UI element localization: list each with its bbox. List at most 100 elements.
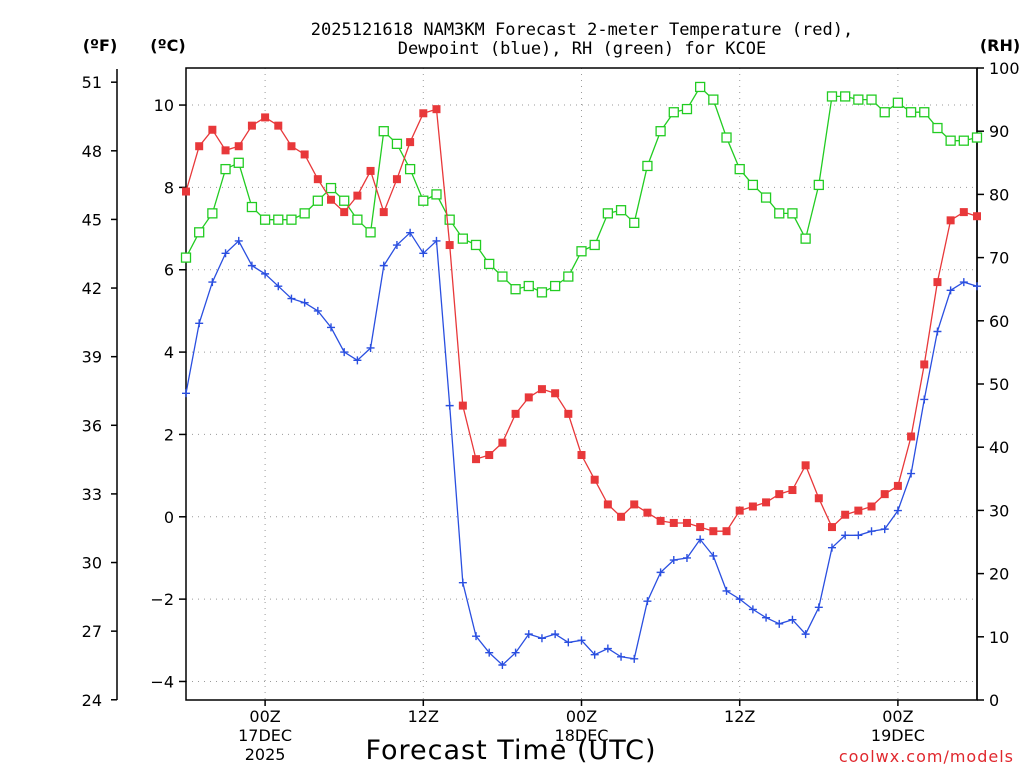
rh-point — [549, 280, 561, 292]
fahrenheit-tick-label: 39 — [82, 348, 102, 367]
temperature-point — [827, 523, 836, 532]
temperature-point — [432, 105, 441, 114]
rh-point — [220, 163, 231, 175]
time-tick-year: 2025 — [245, 745, 286, 764]
temperature-point — [458, 401, 467, 410]
temperature-point — [669, 518, 678, 527]
temperature-point — [406, 138, 415, 147]
dewpoint-point — [801, 630, 810, 639]
rh-point — [180, 252, 192, 263]
temperature-point — [313, 175, 322, 184]
temperature-point — [656, 516, 665, 525]
temperature-point — [801, 461, 810, 470]
rh-point — [695, 81, 706, 93]
rh-point — [312, 195, 323, 206]
rh-tick-label: 0 — [989, 691, 999, 710]
fahrenheit-unit-label: (ºF) — [83, 36, 118, 55]
temperature-point — [603, 500, 612, 509]
temperature-point — [511, 409, 520, 418]
dewpoint-point — [366, 343, 375, 352]
rh-line — [185, 85, 978, 294]
temperature-point — [300, 150, 309, 159]
rh-point — [431, 189, 442, 200]
dewpoint-point — [946, 286, 955, 295]
dewpoint-point — [564, 638, 573, 647]
rh-tick-label: 10 — [989, 628, 1009, 647]
rh-point — [853, 94, 864, 105]
rh-point — [404, 163, 416, 175]
temperature-point — [327, 195, 336, 204]
dewpoint-point — [419, 249, 428, 258]
dewpoint-point — [221, 249, 230, 258]
temperature-point — [590, 475, 599, 484]
rh-tick-label: 50 — [989, 375, 1009, 394]
celsius-tick-label: 4 — [164, 343, 174, 362]
dewpoint-point — [854, 531, 863, 540]
rh-point — [721, 132, 732, 143]
rh-point — [339, 195, 350, 206]
fahrenheit-tick-label: 36 — [82, 416, 102, 435]
temperature-point — [445, 241, 454, 250]
temperature-point — [340, 208, 349, 217]
dewpoint-point — [432, 236, 441, 245]
chart-title-line2: Dewpoint (blue), RH (green) for KCOE — [398, 39, 766, 59]
celsius-tick-label: −2 — [150, 590, 174, 609]
dewpoint-point — [274, 282, 283, 291]
dewpoint-point — [709, 551, 718, 560]
series-layer — [180, 81, 983, 670]
fahrenheit-tick-label: 51 — [82, 73, 102, 92]
rh-tick-label: 90 — [989, 122, 1009, 141]
dewpoint-point — [406, 228, 415, 237]
dewpoint-point — [195, 319, 204, 328]
celsius-unit-label: (ºC) — [150, 36, 185, 55]
temperature-point — [893, 481, 902, 490]
temperature-point — [195, 142, 204, 151]
dewpoint-point — [669, 556, 678, 565]
rh-point — [879, 107, 890, 118]
rh-point — [826, 91, 838, 102]
temperature-point — [274, 121, 283, 130]
rh-tick-label: 60 — [989, 312, 1009, 331]
time-tick-label: 12Z — [408, 707, 439, 726]
temperature-point — [907, 432, 916, 441]
fahrenheit-tick-label: 45 — [82, 210, 102, 229]
dewpoint-point — [603, 644, 612, 653]
rh-ticks: 0 10 20 30 40 50 60 70 80 90 100 — [977, 59, 1020, 710]
rh-point — [866, 94, 877, 105]
dewpoint-point — [498, 661, 507, 670]
dewpoint-point — [537, 634, 546, 643]
temperature-point — [564, 409, 573, 418]
rh-point — [246, 201, 258, 213]
temperature-point — [577, 451, 586, 460]
dewpoint-point — [696, 535, 705, 544]
rh-point — [470, 239, 482, 251]
rh-point — [273, 214, 284, 225]
fahrenheit-tick-label: 24 — [82, 691, 102, 710]
temperature-point — [551, 389, 560, 398]
dewpoint-point — [643, 597, 652, 606]
temperature-point — [234, 142, 243, 151]
fahrenheit-ticks: 24 27 30 33 36 39 42 45 48 51 — [82, 73, 117, 710]
dewpoint-point — [722, 586, 731, 595]
dewpoint-point — [973, 282, 981, 291]
rh-tick-label: 20 — [989, 565, 1009, 584]
dewpoint-point — [827, 543, 836, 552]
temperature-point — [709, 527, 718, 536]
temperature-point — [630, 500, 639, 509]
temperature-point — [880, 490, 889, 499]
rh-point — [457, 233, 469, 244]
rh-point — [668, 107, 679, 118]
rh-tick-label: 80 — [989, 185, 1009, 204]
rh-point — [892, 97, 904, 108]
dewpoint-point — [379, 261, 388, 270]
temperature-point — [472, 455, 481, 464]
temperature-point — [722, 527, 731, 536]
temperature-point — [247, 121, 256, 130]
rh-point — [259, 214, 271, 225]
rh-point — [510, 284, 521, 295]
temperature-point — [946, 216, 955, 225]
temperature-point — [762, 498, 771, 507]
celsius-tick-label: 8 — [164, 178, 174, 197]
